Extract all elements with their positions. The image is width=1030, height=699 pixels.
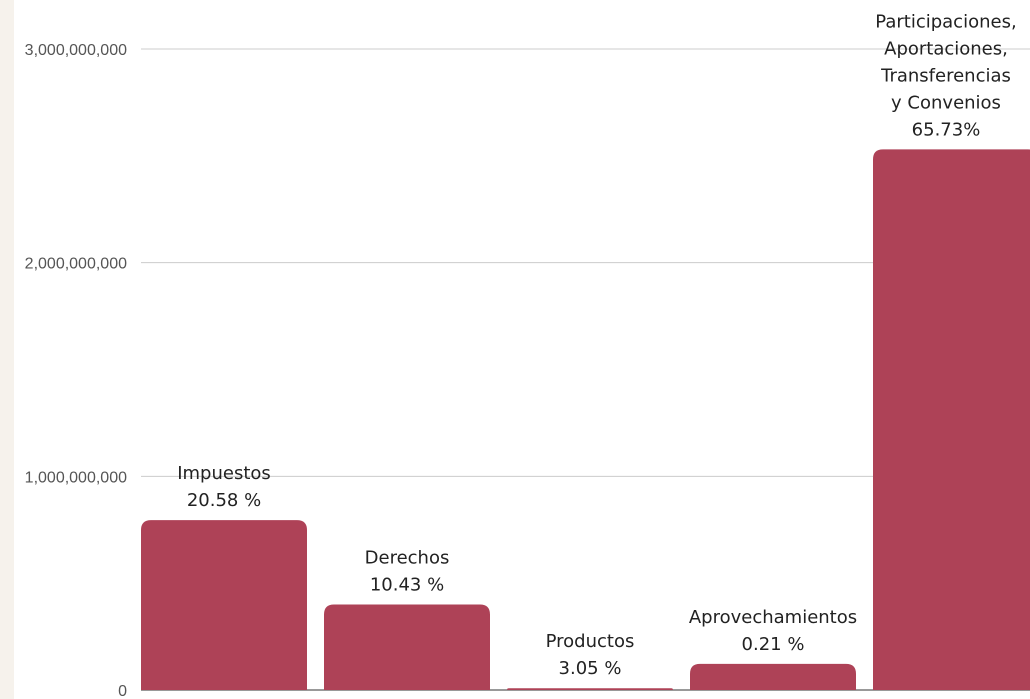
bar-category-label: Impuestos [177, 463, 271, 484]
bar [507, 688, 673, 690]
left-margin-strip [0, 0, 14, 699]
y-tick-label: 3,000,000,000 [25, 42, 127, 59]
y-tick-label: 1,000,000,000 [25, 469, 127, 486]
bar-category-label: Derechos [365, 548, 450, 569]
bar [141, 520, 307, 690]
bar [873, 149, 1030, 690]
bar [324, 604, 490, 690]
y-tick-label: 0 [118, 683, 127, 699]
bar-category-label: Aprovechamientos [689, 607, 857, 628]
bar-category-label: Aportaciones, [884, 38, 1008, 59]
bars [141, 149, 1030, 690]
bar-value-label: 65.73% [912, 119, 981, 140]
y-axis-ticks: 0 1,000,000,000 2,000,000,000 3,000,000,000 [25, 42, 127, 699]
bar-category-label: Transferencias [880, 65, 1011, 86]
y-tick-label: 2,000,000,000 [25, 256, 127, 273]
bar-value-label: 3.05 % [559, 658, 622, 679]
bar-category-label: y Convenios [891, 92, 1001, 113]
bar-value-label: 0.21 % [742, 634, 805, 655]
bar-value-label: 20.58 % [187, 490, 261, 511]
bar-labels: Impuestos 20.58 % Derechos 10.43 % Productos… [177, 11, 1016, 679]
bar-category-label: Productos [546, 631, 635, 652]
bar-category-label: Participaciones, [875, 11, 1016, 32]
bar-value-label: 10.43 % [370, 575, 444, 596]
bar [690, 663, 856, 690]
